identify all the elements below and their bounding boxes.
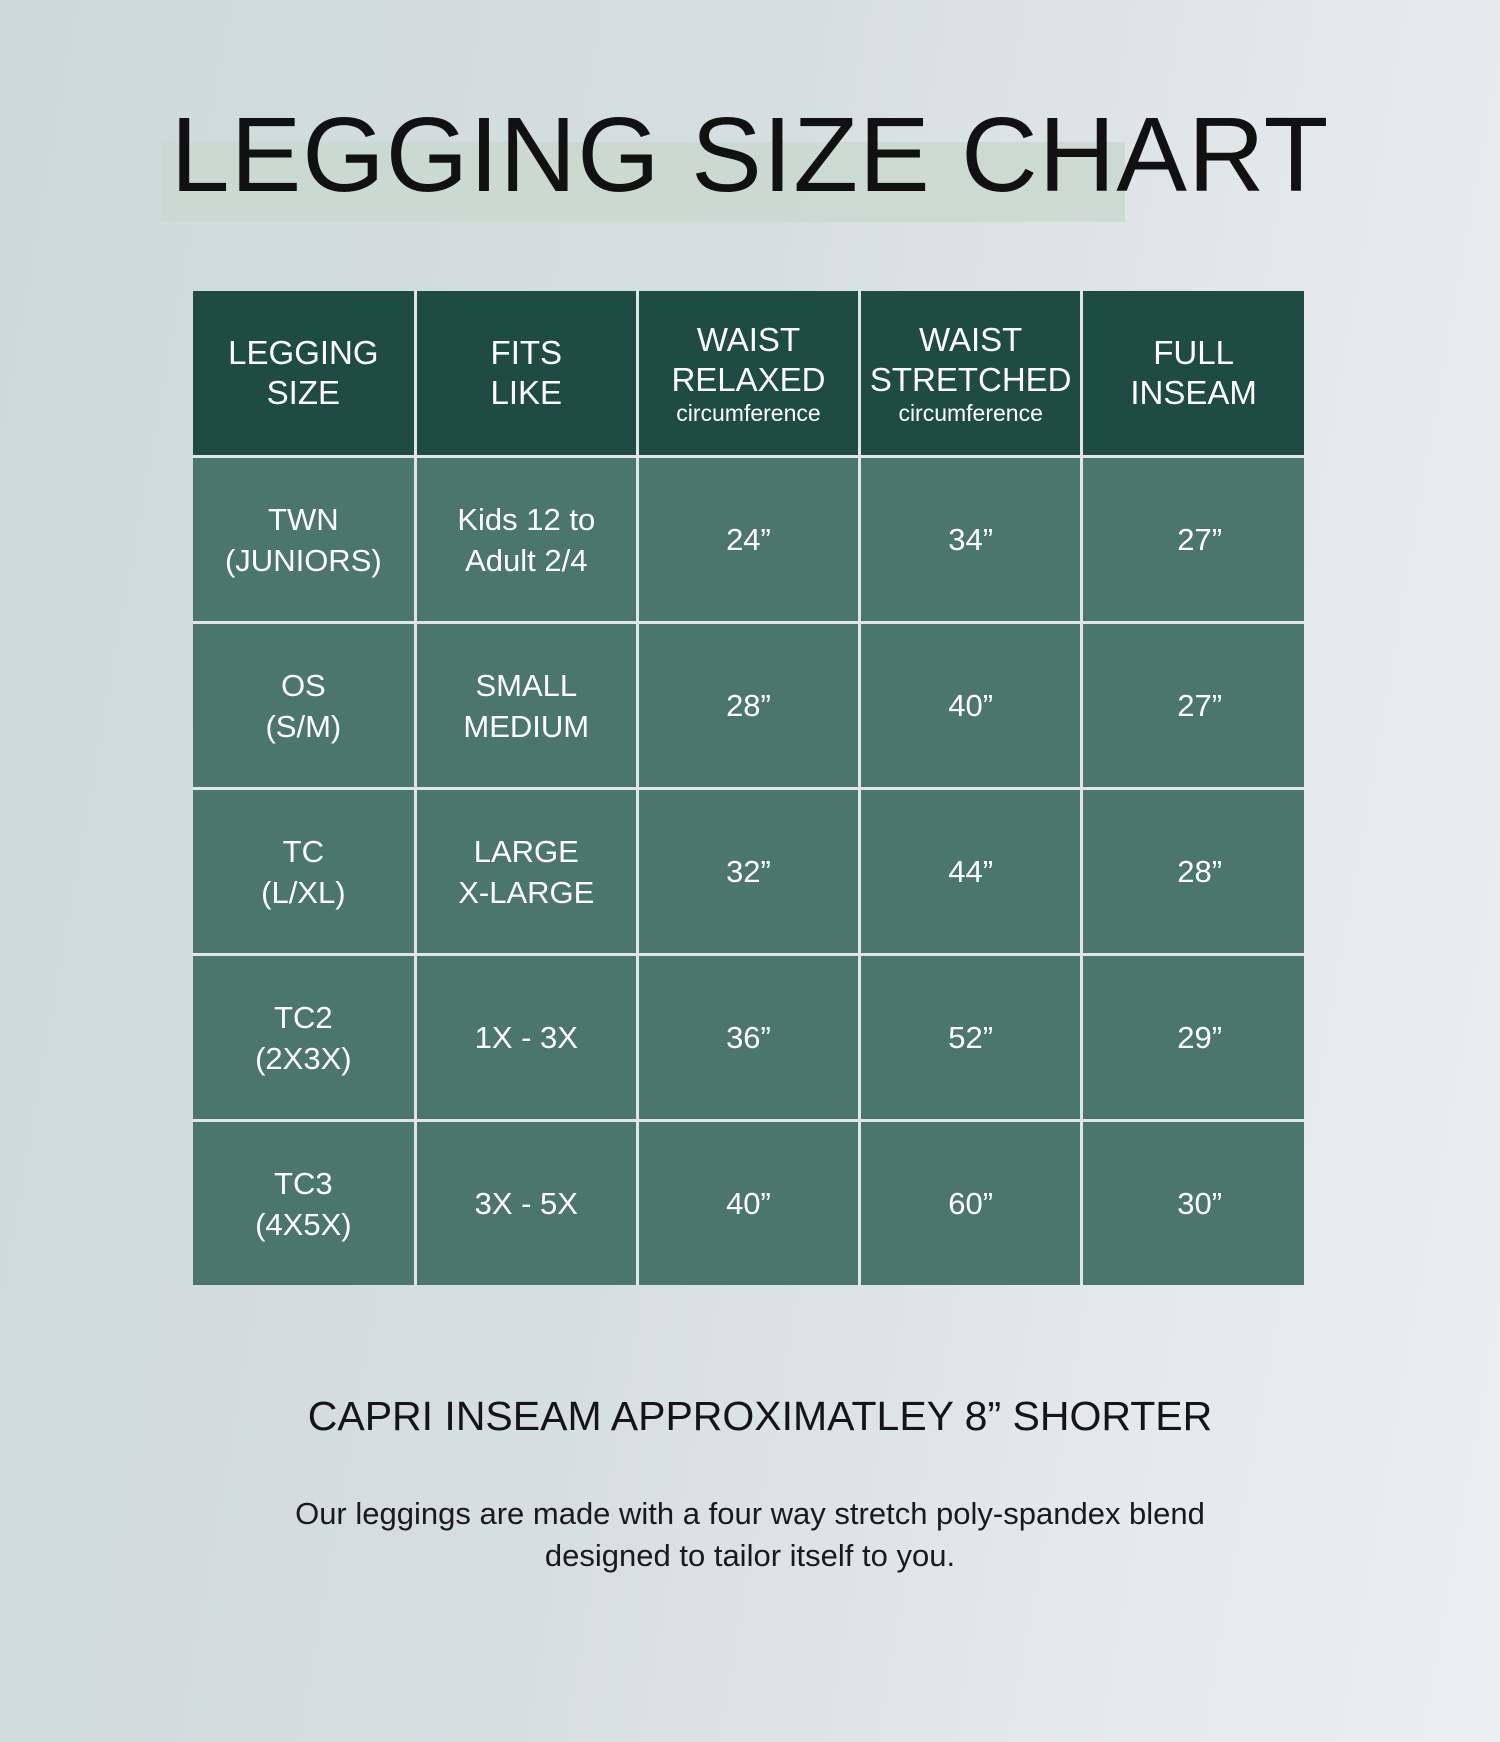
table-header-row: LEGGING SIZE FITS LIKE WAIST RELAXED circum…	[193, 291, 1304, 458]
title-highlight	[161, 142, 1125, 222]
table-cell: TC3 (4X5X)	[193, 1119, 417, 1285]
column-header-sublabel: circumference	[676, 400, 821, 426]
column-header-label: WAIST STRETCHED	[869, 321, 1072, 398]
table-row: TWN (JUNIORS) Kids 12 to Adult 2/4 24” 34” 2…	[193, 455, 1304, 624]
table-cell: 40”	[858, 621, 1084, 790]
table-row: OS (S/M) SMALL MEDIUM 28” 40” 27”	[193, 621, 1304, 790]
column-header-label: LEGGING SIZE	[228, 334, 379, 411]
table-row: TC (L/XL) LARGE X-LARGE 32” 44” 28”	[193, 787, 1304, 956]
table-cell: 29”	[1080, 953, 1304, 1122]
column-header-label: WAIST RELAXED	[671, 321, 826, 398]
table-cell: SMALL MEDIUM	[413, 621, 639, 790]
capri-note: CAPRI INSEAM APPROXIMATLEY 8” SHORTER	[307, 1393, 1213, 1439]
size-chart-table: LEGGING SIZE FITS LIKE WAIST RELAXED circum…	[193, 291, 1304, 1285]
table-cell: TWN (JUNIORS)	[193, 455, 417, 624]
description: Our leggings are made with a four way st…	[295, 1496, 1205, 1573]
table-cell: TC (L/XL)	[193, 787, 417, 956]
table-cell: LARGE X-LARGE	[413, 787, 639, 956]
table-cell: 24”	[635, 455, 862, 624]
table-cell: 52”	[858, 953, 1084, 1122]
table-cell: 40”	[635, 1119, 862, 1285]
table-cell: Kids 12 to Adult 2/4	[413, 455, 639, 624]
table-cell: 3X - 5X	[413, 1119, 639, 1285]
column-header-sublabel: circumference	[898, 400, 1043, 426]
page-title: LEGGING SIZE CHART	[170, 96, 1330, 214]
table-cell: 27”	[1080, 455, 1304, 624]
column-header: FULL INSEAM	[1080, 291, 1304, 458]
table-cell: 28”	[1080, 787, 1304, 956]
table-cell: 30”	[1080, 1119, 1304, 1285]
table-cell: 1X - 3X	[413, 953, 639, 1122]
table-row: TC2 (2X3X) 1X - 3X 36” 52” 29”	[193, 953, 1304, 1122]
table-cell: 44”	[858, 787, 1084, 956]
table-cell: OS (S/M)	[193, 621, 417, 790]
table-cell: TC2 (2X3X)	[193, 953, 417, 1122]
column-header-label: FULL INSEAM	[1130, 334, 1257, 411]
table-cell: 60”	[858, 1119, 1084, 1285]
table-cell: 36”	[635, 953, 862, 1122]
table-row: TC3 (4X5X) 3X - 5X 40” 60” 30”	[193, 1119, 1304, 1285]
table-cell: 34”	[858, 455, 1084, 624]
column-header-label: FITS LIKE	[490, 334, 563, 411]
column-header: WAIST STRETCHED circumference	[858, 291, 1084, 458]
table-cell: 27”	[1080, 621, 1304, 790]
table-cell: 28”	[635, 621, 862, 790]
table-cell: 32”	[635, 787, 862, 956]
column-header: FITS LIKE	[413, 291, 639, 458]
column-header: LEGGING SIZE	[193, 291, 417, 458]
column-header: WAIST RELAXED circumference	[635, 291, 862, 458]
